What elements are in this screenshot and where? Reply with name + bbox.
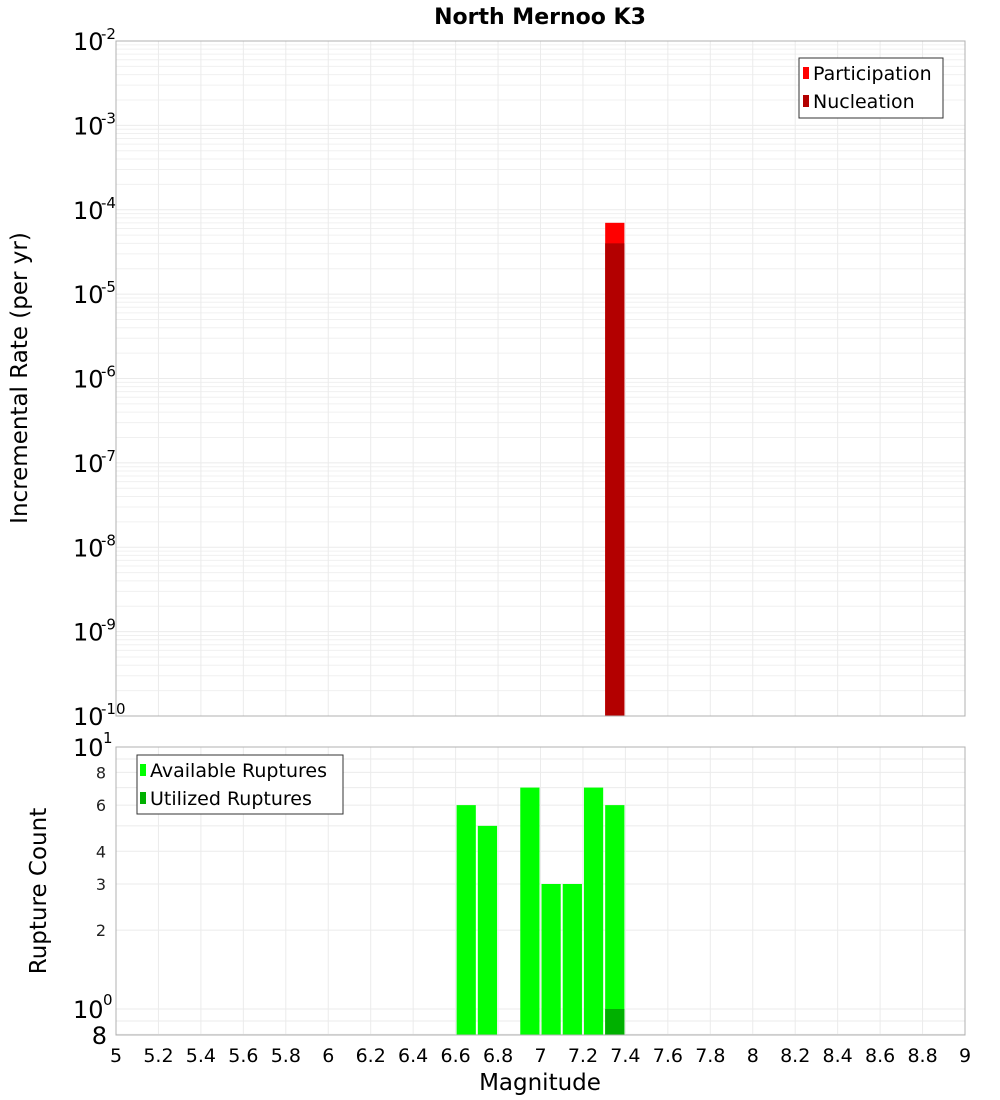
utilized-swatch-icon xyxy=(140,792,146,804)
x-tick-label: 7.2 xyxy=(568,1045,598,1067)
bar xyxy=(456,805,476,1035)
y-tick-exponent: -3 xyxy=(101,109,116,127)
x-tick-label: 6.2 xyxy=(356,1045,386,1067)
top-plot-grid xyxy=(115,41,966,717)
bottom-plot-bars xyxy=(456,787,625,1035)
top-plot-frame xyxy=(115,40,966,717)
x-tick-label: 8.8 xyxy=(907,1045,937,1067)
y-tick-label: 10 xyxy=(73,996,104,1024)
bottom-plot-frame xyxy=(115,746,966,1036)
participation-swatch-icon xyxy=(803,67,809,79)
bar xyxy=(520,787,540,1035)
bar xyxy=(562,883,582,1035)
x-tick-label: 7.4 xyxy=(610,1045,640,1067)
y-tick-exponent: -9 xyxy=(101,616,116,634)
x-tick-label: 7 xyxy=(534,1045,546,1067)
x-axis-ticks: 5 5.2 5.4 5.6 5.8 6 6.2 6.4 6.6 6.8 7 7.2 7.4 7.6 7.8 8… xyxy=(110,1045,971,1067)
legend-nucleation: Nucleation xyxy=(813,91,915,113)
y-tick-exponent: -10 xyxy=(101,700,126,718)
y-tick-exponent: -8 xyxy=(101,531,116,549)
bottom-legend: Available Ruptures Utilized Ruptures xyxy=(136,754,344,815)
y-tick-label: 10 xyxy=(73,366,104,394)
y-tick-label: 10 xyxy=(73,534,104,562)
y-tick-label: 10 xyxy=(73,619,104,647)
y-tick-exponent: 1 xyxy=(103,729,113,747)
legend-available: Available Ruptures xyxy=(150,760,327,782)
y-tick-label: 10 xyxy=(73,281,104,309)
y-tick-label: 4 xyxy=(96,842,106,861)
y-tick-label: 3 xyxy=(96,875,106,894)
x-tick-label: 5.6 xyxy=(228,1045,258,1067)
x-tick-label: 5.2 xyxy=(143,1045,173,1067)
y-tick-label: 8 xyxy=(92,1022,107,1050)
x-tick-label: 8.6 xyxy=(865,1045,895,1067)
x-tick-label: 8.4 xyxy=(823,1045,853,1067)
bottom-y-axis-label: Rupture Count xyxy=(26,808,52,974)
top-y-axis-ticks: 10-210-310-410-510-610-710-810-910-10 xyxy=(73,25,126,731)
nucleation-swatch-icon xyxy=(803,95,809,107)
bar xyxy=(605,805,625,1035)
top-plot-bars xyxy=(605,222,625,717)
x-axis-label: Magnitude xyxy=(479,1070,601,1096)
y-tick-label: 10 xyxy=(73,28,104,56)
x-tick-label: 9 xyxy=(959,1045,971,1067)
y-tick-exponent: -6 xyxy=(101,363,116,381)
x-tick-label: 5 xyxy=(110,1045,122,1067)
bar xyxy=(605,1009,625,1035)
top-y-axis-label: Incremental Rate (per yr) xyxy=(7,232,33,524)
x-tick-label: 6.8 xyxy=(483,1045,513,1067)
y-tick-label: 10 xyxy=(73,450,104,478)
y-tick-label: 10 xyxy=(73,112,104,140)
x-tick-label: 8.2 xyxy=(780,1045,810,1067)
bottom-legend-box xyxy=(136,754,344,815)
bar xyxy=(477,825,498,1035)
x-tick-label: 5.4 xyxy=(186,1045,216,1067)
y-tick-label: 10 xyxy=(73,734,104,762)
legend-utilized: Utilized Ruptures xyxy=(150,788,312,810)
top-legend-box xyxy=(798,57,944,119)
bar xyxy=(583,787,604,1035)
y-tick-exponent: -5 xyxy=(101,278,116,296)
y-tick-label: 8 xyxy=(96,763,106,782)
x-tick-label: 7.8 xyxy=(695,1045,725,1067)
y-tick-label: 2 xyxy=(96,921,106,940)
y-tick-exponent: -2 xyxy=(101,25,116,43)
x-tick-label: 6 xyxy=(322,1045,334,1067)
y-tick-label: 10 xyxy=(73,703,104,731)
legend-participation: Participation xyxy=(813,63,932,85)
y-tick-exponent: 0 xyxy=(103,991,113,1009)
top-legend: Participation Nucleation xyxy=(798,57,944,119)
available-swatch-icon xyxy=(140,764,146,776)
bar xyxy=(541,883,561,1035)
x-tick-label: 7.6 xyxy=(653,1045,683,1067)
y-tick-label: 6 xyxy=(96,796,106,815)
x-tick-label: 5.8 xyxy=(271,1045,301,1067)
y-tick-exponent: -7 xyxy=(101,447,116,465)
y-tick-label: 10 xyxy=(73,197,104,225)
y-tick-exponent: -4 xyxy=(101,194,116,212)
bar xyxy=(605,243,625,717)
x-tick-label: 8 xyxy=(747,1045,759,1067)
chart-title: North Mernoo K3 xyxy=(434,5,646,30)
x-tick-label: 6.6 xyxy=(440,1045,470,1067)
x-tick-label: 6.4 xyxy=(398,1045,428,1067)
